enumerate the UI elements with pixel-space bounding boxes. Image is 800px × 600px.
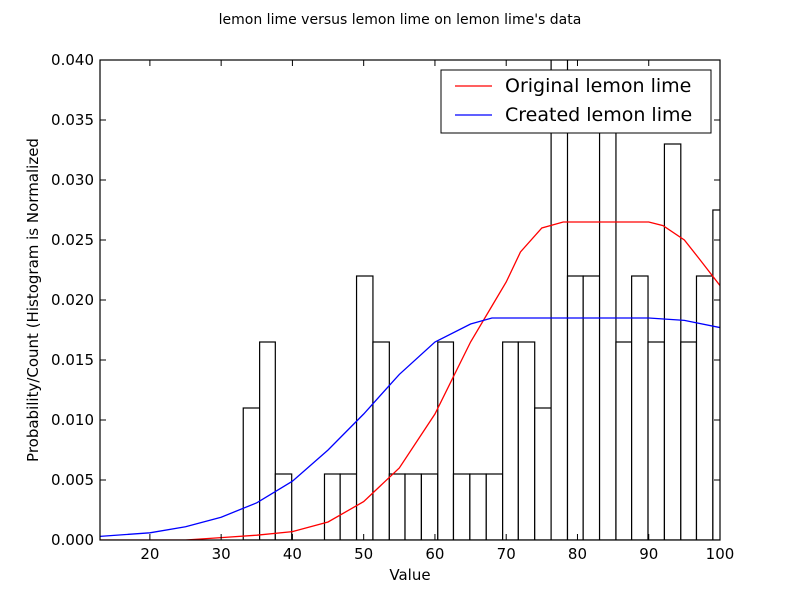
series-line-created xyxy=(100,317,720,538)
histogram-bar xyxy=(259,341,276,540)
histogram-bar xyxy=(388,473,406,540)
histogram-bar xyxy=(534,407,552,540)
series-lines xyxy=(100,221,720,540)
histogram-bar xyxy=(420,473,439,540)
y-tick-label: 0.030 xyxy=(51,171,94,189)
y-tick-label: 0.020 xyxy=(51,291,94,309)
x-tick-label: 100 xyxy=(706,545,735,563)
histogram-bar xyxy=(502,341,519,540)
histogram-bar xyxy=(404,473,423,540)
y-axis-label: Probability/Count (Histogram is Normaliz… xyxy=(24,138,42,462)
histogram-bar xyxy=(615,341,633,540)
legend: Original lemon lime Created lemon lime xyxy=(440,69,712,134)
y-tick-label: 0.010 xyxy=(51,411,94,429)
histogram-bar xyxy=(274,473,293,540)
histogram-bars xyxy=(242,60,720,540)
legend-label-original: Original lemon lime xyxy=(505,75,691,97)
histogram-bar xyxy=(517,341,536,540)
y-tick-label: 0.005 xyxy=(51,471,94,489)
chart-title: lemon lime versus lemon lime on lemon li… xyxy=(219,12,582,28)
legend-label-created: Created lemon lime xyxy=(505,104,692,126)
histogram-bar xyxy=(242,407,261,540)
histogram-bar xyxy=(680,341,698,540)
legend-box xyxy=(440,69,712,134)
histogram-bar xyxy=(452,473,471,540)
x-tick-label: 30 xyxy=(212,545,231,563)
x-axis-label: Value xyxy=(389,566,430,584)
y-tick-label: 0.015 xyxy=(51,351,94,369)
histogram-bar xyxy=(469,473,487,540)
x-tick-label: 40 xyxy=(283,545,302,563)
plot-area: 20 30 40 50 60 70 80 90 100 0.000 0.005 0.010 0.015 0… xyxy=(51,51,734,563)
histogram-bar xyxy=(372,341,390,540)
histogram-bar xyxy=(323,473,341,540)
x-tick-label: 60 xyxy=(425,545,444,563)
histogram-bar xyxy=(485,473,504,540)
x-tick-label: 90 xyxy=(639,545,658,563)
histogram-bar xyxy=(712,209,720,540)
histogram-bar xyxy=(695,275,714,540)
series-line-original xyxy=(100,221,720,540)
y-tick-label: 0.025 xyxy=(51,231,94,249)
x-tick-label: 50 xyxy=(354,545,373,563)
histogram-bar xyxy=(566,275,584,540)
y-tick-label: 0.000 xyxy=(51,531,94,549)
x-tick-label: 70 xyxy=(497,545,516,563)
axes: 20 30 40 50 60 70 80 90 100 0.000 0.005 0.010 0.015 0… xyxy=(51,51,734,563)
histogram-bar xyxy=(582,275,601,540)
histogram-bar xyxy=(647,341,666,540)
x-tick-label: 20 xyxy=(140,545,159,563)
histogram-bar xyxy=(598,77,617,540)
histogram-bar xyxy=(663,143,682,540)
y-tick-label: 0.040 xyxy=(51,51,94,69)
histogram-bar xyxy=(437,341,455,540)
histogram-bar xyxy=(631,275,649,540)
x-tick-label: 80 xyxy=(568,545,587,563)
y-tick-label: 0.035 xyxy=(51,111,94,129)
